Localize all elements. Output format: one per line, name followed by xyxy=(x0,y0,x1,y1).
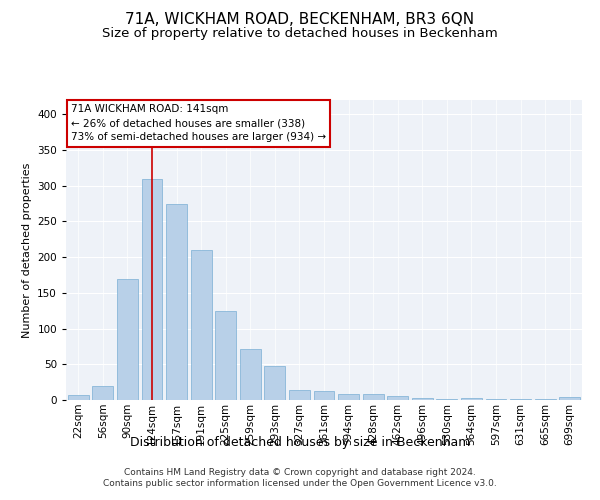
Bar xyxy=(461,398,482,400)
Bar xyxy=(387,396,408,400)
Bar xyxy=(92,386,113,400)
Bar xyxy=(559,397,580,400)
Text: Contains public sector information licensed under the Open Government Licence v3: Contains public sector information licen… xyxy=(103,480,497,488)
Bar xyxy=(191,250,212,400)
Bar xyxy=(436,398,457,400)
Bar xyxy=(338,394,359,400)
Text: 71A, WICKHAM ROAD, BECKENHAM, BR3 6QN: 71A, WICKHAM ROAD, BECKENHAM, BR3 6QN xyxy=(125,12,475,28)
Bar xyxy=(412,398,433,400)
Bar xyxy=(240,348,261,400)
Bar xyxy=(314,392,334,400)
Text: Distribution of detached houses by size in Beckenham: Distribution of detached houses by size … xyxy=(130,436,470,449)
Bar xyxy=(142,178,163,400)
Bar xyxy=(362,394,383,400)
Bar xyxy=(166,204,187,400)
Bar xyxy=(215,310,236,400)
Y-axis label: Number of detached properties: Number of detached properties xyxy=(22,162,32,338)
Bar xyxy=(265,366,286,400)
Bar xyxy=(68,395,89,400)
Bar xyxy=(289,390,310,400)
Text: 71A WICKHAM ROAD: 141sqm
← 26% of detached houses are smaller (338)
73% of semi-: 71A WICKHAM ROAD: 141sqm ← 26% of detach… xyxy=(71,104,326,142)
Text: Contains HM Land Registry data © Crown copyright and database right 2024.: Contains HM Land Registry data © Crown c… xyxy=(124,468,476,477)
Bar xyxy=(117,278,138,400)
Text: Size of property relative to detached houses in Beckenham: Size of property relative to detached ho… xyxy=(102,28,498,40)
